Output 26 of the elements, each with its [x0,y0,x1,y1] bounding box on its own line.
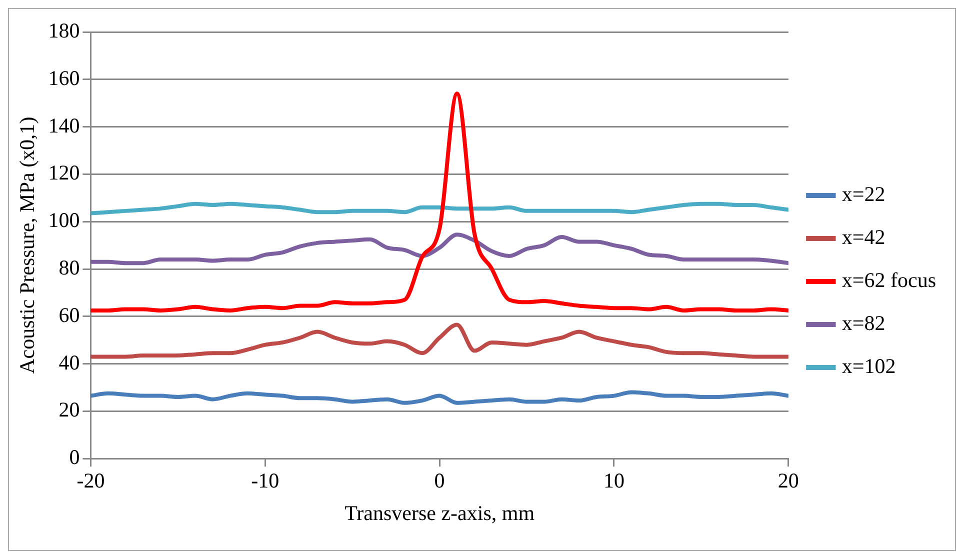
legend-label: x=82 [842,311,886,336]
x-tick-label: -10 [251,468,280,493]
legend-label: x=102 [842,354,896,378]
x-tick-label: 20 [778,468,799,493]
x-axis-title: Transverse z-axis, mm [344,500,535,525]
line-series [90,202,788,216]
legend-label: x=42 [842,225,886,250]
y-tick-label: 40 [58,350,80,374]
y-axis-title: Acoustic Pressure, MPa (x0,1) [15,116,40,374]
x-tick-label: 10 [603,468,624,493]
y-tick-label: 140 [48,113,80,138]
y-tick-label: 160 [48,66,80,90]
x-tick-label: -20 [76,468,105,493]
line-series [90,390,788,405]
x-tick-label: 0 [434,468,445,493]
y-tick-label: 180 [48,18,80,43]
legend-label: x=62 focus [842,268,936,292]
y-tick-label: 0 [69,445,80,470]
y-tick-label: 100 [48,208,80,232]
y-tick-label: 80 [58,256,80,280]
legend-label: x=22 [842,182,886,206]
y-tick-label: 20 [58,398,80,422]
line-series [90,232,788,266]
y-tick-label: 120 [48,160,80,185]
line-series [90,322,788,359]
y-tick-label: 60 [58,302,80,327]
